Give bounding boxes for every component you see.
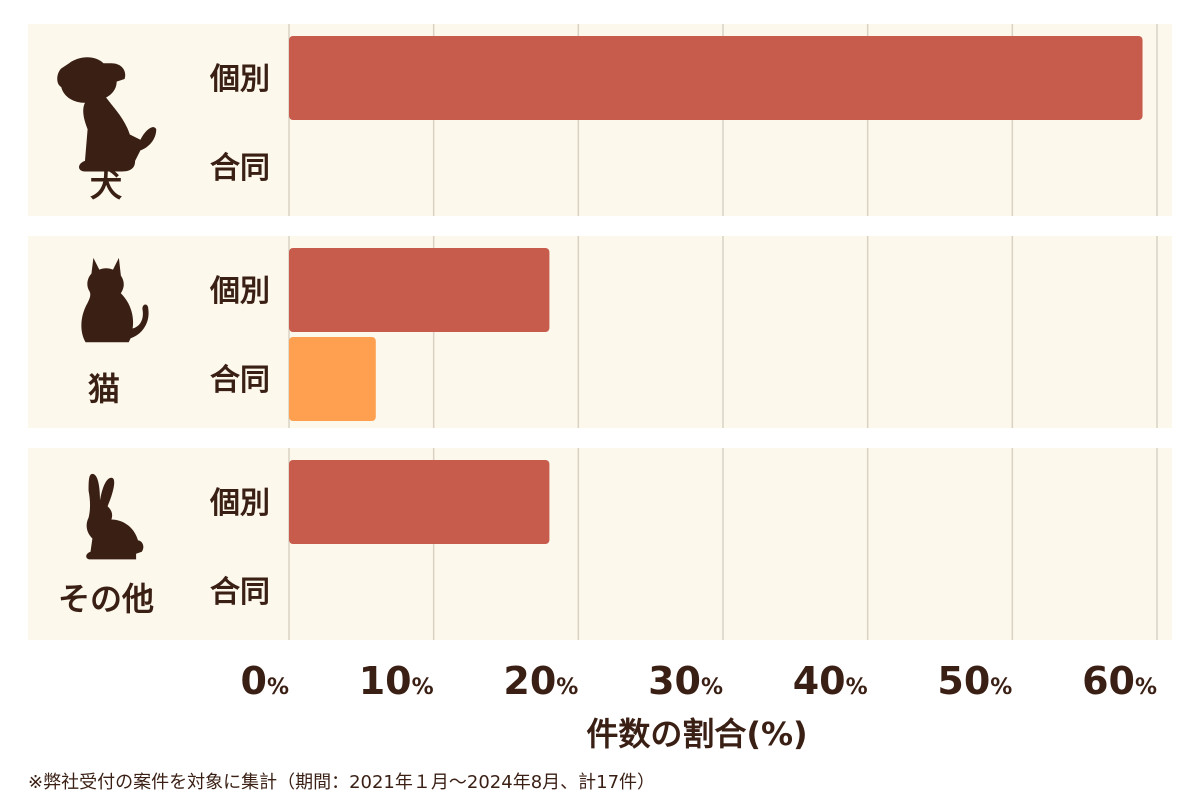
row-label: 合同 bbox=[210, 363, 270, 398]
category-label: その他 bbox=[58, 580, 154, 618]
row-label: 個別 bbox=[209, 274, 270, 309]
x-tick-label: 0% bbox=[241, 659, 290, 703]
x-tick-label: 20% bbox=[503, 659, 578, 703]
group-panel bbox=[28, 236, 1172, 428]
cat-icon bbox=[81, 257, 149, 343]
category-label: 犬 bbox=[90, 166, 122, 204]
rabbit-icon bbox=[86, 473, 144, 560]
x-axis-title: 件数の割合(%) bbox=[586, 715, 807, 753]
row-label: 合同 bbox=[210, 575, 270, 610]
x-tick-label: 30% bbox=[648, 659, 723, 703]
row-label: 個別 bbox=[209, 62, 270, 97]
x-tick-label: 50% bbox=[937, 659, 1012, 703]
bar bbox=[289, 36, 1143, 120]
bar bbox=[289, 460, 550, 544]
category-label: 猫 bbox=[88, 370, 120, 408]
row-label: 合同 bbox=[210, 151, 270, 186]
x-tick-label: 10% bbox=[359, 659, 434, 703]
group-panel bbox=[28, 448, 1172, 640]
x-tick-label: 40% bbox=[793, 659, 868, 703]
x-tick-label: 60% bbox=[1082, 659, 1157, 703]
bar bbox=[289, 248, 550, 332]
footnote: ※弊社受付の案件を対象に集計（期間：2021年１月～2024年8月、計17件） bbox=[28, 772, 656, 793]
bar bbox=[289, 337, 376, 421]
dog-icon bbox=[57, 57, 157, 172]
row-label: 個別 bbox=[209, 486, 270, 521]
